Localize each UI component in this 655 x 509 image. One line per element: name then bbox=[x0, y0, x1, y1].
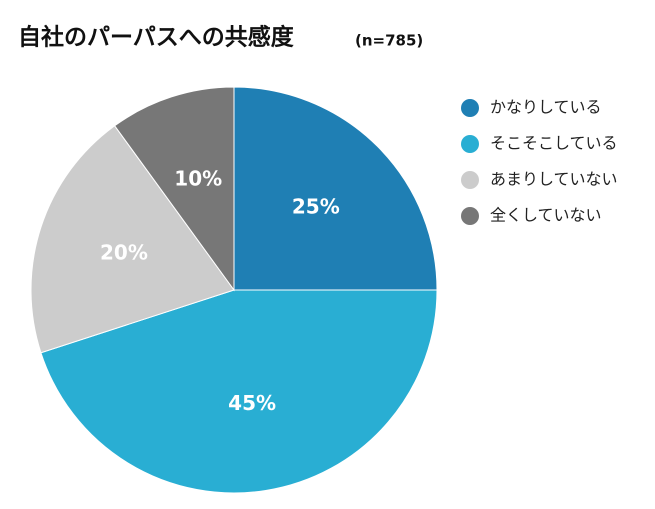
pie-slice bbox=[233, 86, 438, 291]
legend-label: あまりしていない bbox=[490, 170, 618, 189]
pie-slice bbox=[40, 289, 438, 494]
slice-label: 25% bbox=[292, 195, 340, 219]
legend-swatch bbox=[461, 171, 479, 189]
legend-label: 全くしていない bbox=[490, 206, 602, 225]
legend-label: かなりしている bbox=[490, 98, 602, 117]
pie-slice bbox=[113, 86, 235, 292]
chart-title: 自社のパーパスへの共感度 bbox=[18, 24, 295, 51]
pie-slice bbox=[30, 125, 235, 354]
legend-swatch bbox=[461, 135, 479, 153]
legend-swatch bbox=[461, 207, 479, 225]
legend-swatch bbox=[461, 99, 479, 117]
slice-label: 10% bbox=[174, 166, 222, 190]
legend-label: そこそこしている bbox=[490, 134, 618, 153]
slice-label: 45% bbox=[228, 391, 276, 415]
slice-label: 20% bbox=[100, 241, 148, 265]
chart-subtitle: (n=785) bbox=[355, 32, 423, 50]
